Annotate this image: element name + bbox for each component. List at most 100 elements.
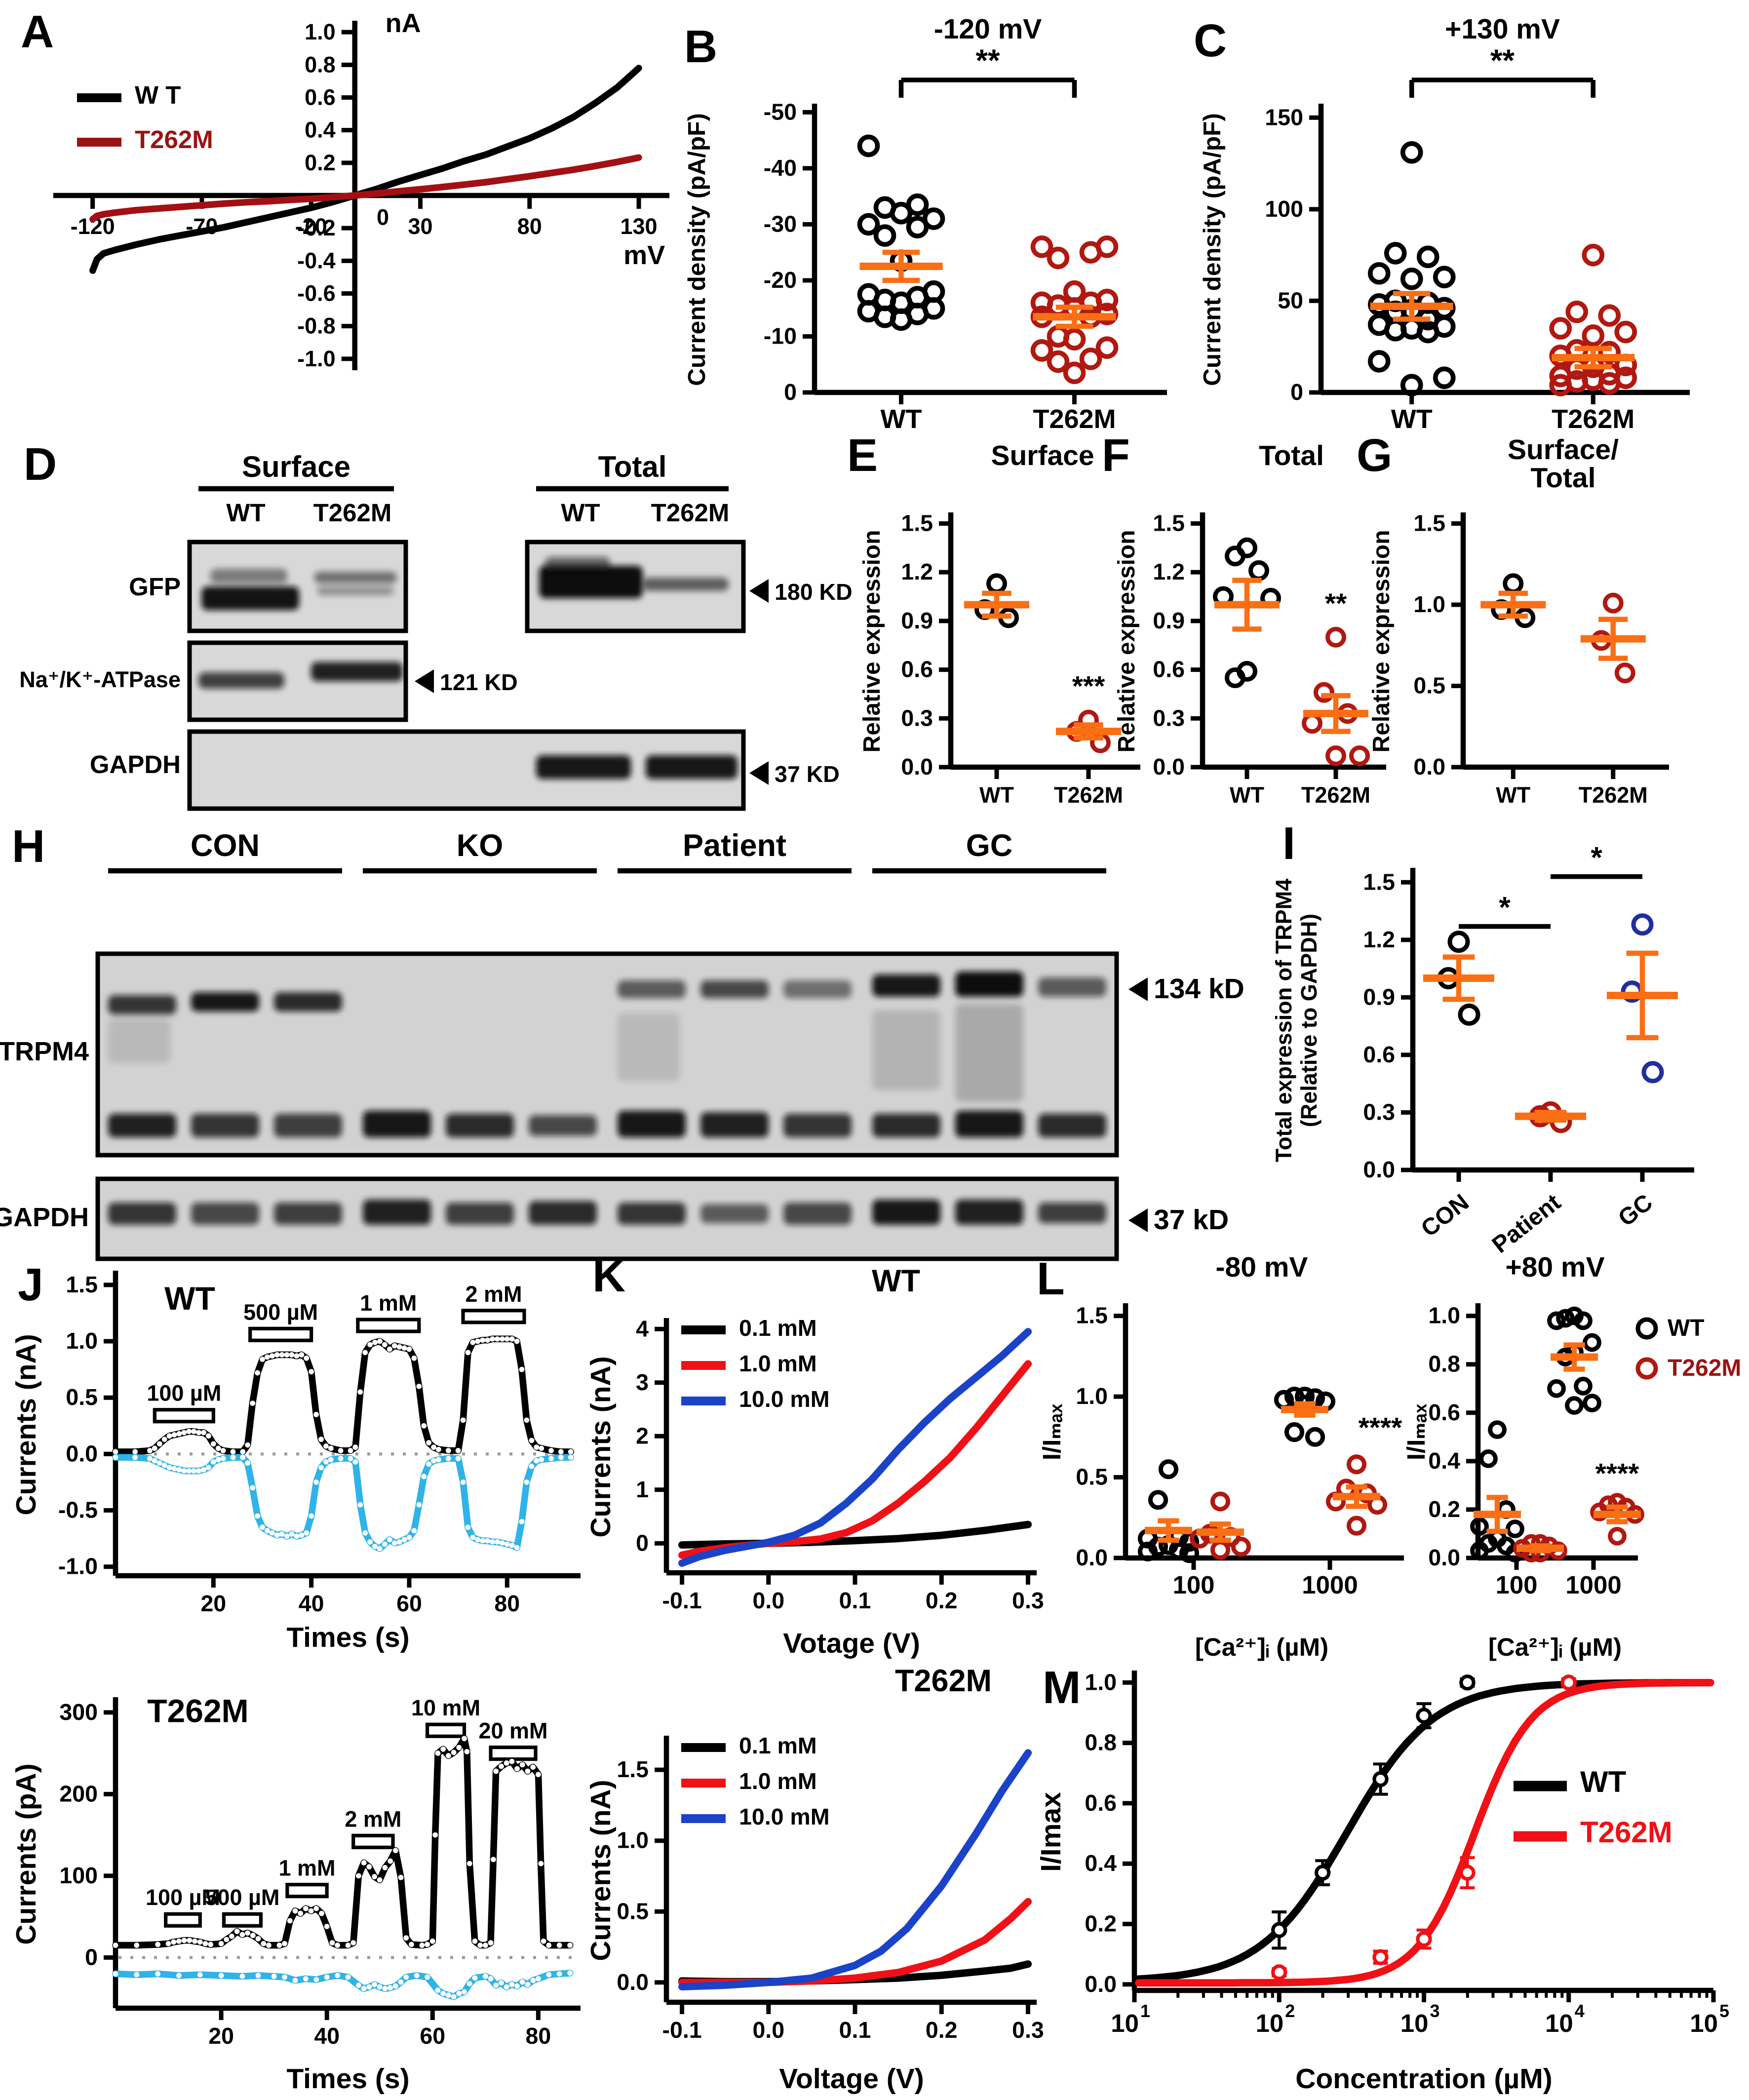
svg-text:80: 80 [525,2023,551,2049]
svg-text:0.8: 0.8 [305,52,336,77]
svg-text:10.0 mM: 10.0 mM [739,1804,830,1829]
svg-text:T262M: T262M [1668,1355,1741,1381]
svg-text:GC: GC [966,828,1013,863]
svg-text:1.0 mM: 1.0 mM [739,1768,817,1794]
svg-text:0.5: 0.5 [1076,1464,1108,1490]
svg-text:0.6: 0.6 [1428,1400,1460,1425]
svg-text:80: 80 [494,1591,520,1616]
svg-text:2 mM: 2 mM [465,1282,522,1307]
svg-text:0: 0 [784,379,797,405]
svg-text:1000: 1000 [1565,1571,1621,1599]
svg-text:Surface: Surface [242,450,350,483]
svg-text:1: 1 [636,1477,649,1502]
svg-text:180 KD: 180 KD [775,579,853,605]
svg-text:0.1 mM: 0.1 mM [739,1733,817,1758]
svg-text:10: 10 [1545,2009,1573,2037]
svg-text:Relative expression: Relative expression [1114,530,1140,753]
svg-text:*: * [1499,891,1511,924]
svg-text:-1.0: -1.0 [297,346,336,371]
svg-text:0.9: 0.9 [1153,608,1185,633]
svg-text:T262M: T262M [1579,782,1648,808]
svg-text:121 KD: 121 KD [440,669,518,695]
svg-text:Total: Total [1259,440,1324,471]
panel-label-f: F [1102,429,1130,481]
svg-text:Na⁺/K⁺-ATPase: Na⁺/K⁺-ATPase [19,667,181,692]
svg-text:-0.4: -0.4 [297,248,336,273]
svg-text:-0.1: -0.1 [662,1588,701,1613]
svg-text:0.0: 0.0 [752,2017,784,2043]
svg-text:T262M: T262M [135,125,213,154]
svg-text:WT: WT [561,499,600,527]
svg-text:I/Iₘₐₓ: I/Iₘₐₓ [1038,1404,1066,1461]
svg-text:0.6: 0.6 [901,657,933,682]
svg-text:T262M: T262M [1552,404,1634,434]
svg-text:100: 100 [1495,1571,1537,1599]
svg-text:GAPDH: GAPDH [0,1203,89,1232]
svg-text:0.0: 0.0 [1363,1157,1395,1182]
svg-text:1.5: 1.5 [1363,869,1395,894]
svg-text:0.3: 0.3 [1012,1588,1044,1613]
svg-text:Surface/: Surface/ [1508,434,1619,466]
svg-text:+130 mV: +130 mV [1445,13,1560,45]
svg-text:37 kD: 37 kD [1154,1204,1229,1236]
svg-text:-0.5: -0.5 [58,1497,98,1523]
svg-text:0.6: 0.6 [1153,657,1185,682]
svg-text:-1.0: -1.0 [58,1554,98,1579]
svg-text:1.0: 1.0 [1085,1669,1117,1695]
svg-text:-120 mV: -120 mV [934,13,1042,45]
svg-text:0.3: 0.3 [1363,1099,1395,1125]
svg-text:T262M: T262M [1580,1816,1672,1849]
svg-text:1 mM: 1 mM [360,1290,417,1316]
svg-text:130: 130 [620,214,657,239]
panel-label-a: A [21,6,54,58]
svg-text:0.3: 0.3 [901,705,933,731]
svg-text:(Relative to GAPDH): (Relative to GAPDH) [1296,914,1321,1128]
panel-label-l: L [1037,1253,1065,1305]
svg-text:1.2: 1.2 [1363,927,1395,952]
svg-text:100 µM: 100 µM [146,1885,220,1910]
svg-text:37 KD: 37 KD [775,761,840,787]
svg-text:Relative expression: Relative expression [859,530,885,753]
svg-text:0.5: 0.5 [1413,672,1445,698]
svg-text:1.0 mM: 1.0 mM [739,1351,817,1376]
panel-a-iv-curve-chart: -120 -70 -20 30 80 1301.00.80.60.40.2-0.2-0.4… [53,8,669,371]
svg-text:0.0: 0.0 [617,1969,649,1995]
svg-text:T262M: T262M [1033,404,1116,434]
svg-text:Currents (nA): Currents (nA) [10,1334,42,1515]
svg-text:WT: WT [1391,404,1433,434]
svg-text:Concentration (µM): Concentration (µM) [1295,2063,1552,2095]
svg-text:0.1: 0.1 [839,1588,871,1613]
svg-text:-20: -20 [295,214,327,239]
svg-text:100: 100 [59,1863,98,1888]
svg-text:100: 100 [1172,1571,1214,1599]
svg-text:WT: WT [881,404,922,434]
panel-label-d: D [24,438,57,490]
svg-text:CON: CON [191,828,260,863]
svg-text:-30: -30 [764,211,797,236]
svg-text:Total expression of TRPM4: Total expression of TRPM4 [1271,879,1296,1162]
svg-text:W T: W T [135,81,181,109]
svg-text:0.1 mM: 0.1 mM [739,1315,817,1341]
svg-text:T262M: T262M [651,499,730,527]
svg-text:1.0: 1.0 [1413,591,1445,617]
svg-text:WT: WT [979,782,1014,808]
svg-text:0.0: 0.0 [1076,1545,1108,1570]
svg-text:Times (s): Times (s) [286,1622,409,1653]
svg-text:0.6: 0.6 [1085,1790,1117,1816]
svg-text:mV: mV [623,240,665,270]
svg-text:Voltage (V): Voltage (V) [779,2063,924,2095]
svg-text:Surface: Surface [991,440,1094,471]
svg-text:Currents (nA): Currents (nA) [585,1780,617,1961]
svg-text:0.4: 0.4 [305,117,336,143]
svg-text:+80 mV: +80 mV [1505,1251,1604,1283]
panel-g-ratio-expression-scatter: 0.0 0.5 1.0 1.5 WT T262M Relative expression Su… [1368,434,1669,808]
svg-text:0: 0 [377,205,389,230]
svg-text:200: 200 [59,1781,98,1806]
svg-text:1.0: 1.0 [1428,1303,1460,1328]
panel-m-dose-response-chart: 10 1 10 2 10 3 10 4 10 50.00.20.40.60.81.0Concent… [1035,1669,1729,2095]
svg-text:1.5: 1.5 [1076,1303,1108,1328]
svg-text:0: 0 [1290,379,1303,405]
svg-text:-20: -20 [764,267,797,293]
svg-text:WT: WT [1496,782,1530,808]
